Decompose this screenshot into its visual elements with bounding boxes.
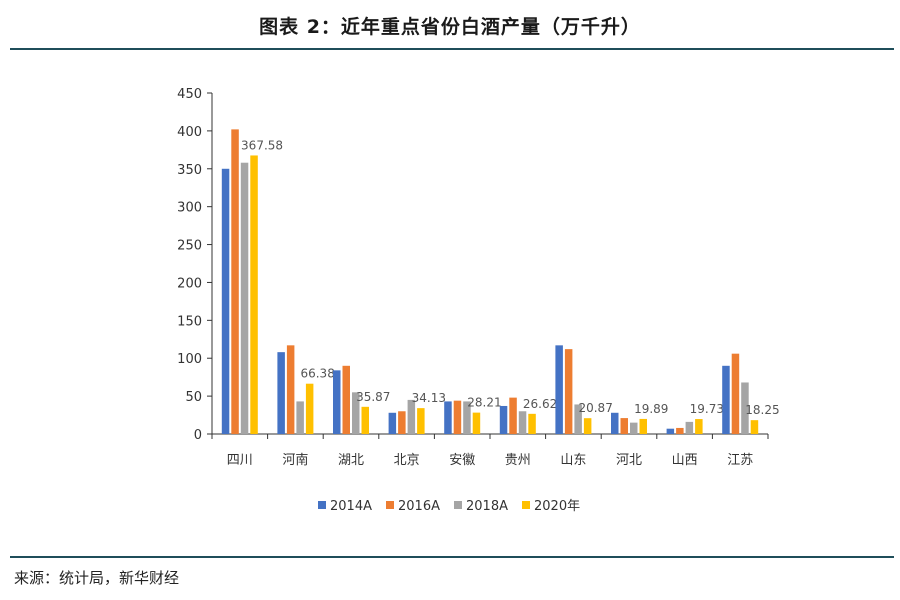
y-tick-label: 50 (185, 390, 202, 405)
y-tick-label: 300 (177, 201, 202, 216)
bar (499, 405, 508, 434)
data-label: 19.73 (690, 402, 724, 416)
y-tick-label: 200 (177, 276, 202, 291)
data-label: 35.87 (356, 390, 390, 404)
x-tick-label: 北京 (394, 453, 420, 468)
bar (250, 155, 258, 434)
bar (741, 382, 749, 434)
x-tick-label: 山东 (560, 453, 586, 468)
y-tick-label: 0 (194, 428, 202, 443)
bar (722, 365, 730, 434)
bar (417, 408, 425, 434)
top-divider (10, 48, 894, 50)
source-note: 来源：统计局，新华财经 (14, 569, 180, 587)
bar (555, 345, 563, 434)
bar (388, 412, 397, 434)
bar (472, 412, 481, 434)
x-tick-label: 山西 (672, 453, 698, 468)
bar (630, 422, 638, 434)
legend-swatch (454, 501, 462, 509)
bar (221, 168, 230, 434)
chart-title: 图表 2：近年重点省份白酒产量（万千升） (259, 16, 641, 38)
data-label: 26.62 (523, 397, 557, 411)
y-tick-label: 350 (177, 163, 202, 178)
bar (731, 353, 740, 434)
bar (564, 349, 573, 434)
bar (750, 420, 759, 434)
bar (509, 397, 517, 434)
x-tick-label: 贵州 (505, 453, 531, 468)
bar (685, 421, 694, 434)
bar (286, 345, 295, 434)
bar (453, 400, 462, 434)
bar (333, 370, 341, 434)
legend-swatch (386, 501, 394, 509)
bar (444, 401, 452, 434)
x-tick-label: 河南 (282, 452, 308, 468)
data-label: 28.21 (467, 396, 501, 410)
data-label: 18.25 (745, 403, 779, 417)
bar (528, 413, 536, 434)
bar (518, 411, 527, 434)
bar (398, 411, 406, 434)
x-tick-label: 四川 (227, 453, 253, 468)
y-tick-label: 150 (177, 314, 202, 329)
legend-label: 2018A (466, 499, 508, 514)
bar (277, 352, 285, 434)
bar (463, 401, 471, 434)
bar (296, 401, 304, 434)
y-tick-label: 400 (177, 125, 202, 140)
bar (361, 406, 369, 434)
y-tick-label: 250 (177, 239, 202, 254)
bar (639, 418, 647, 434)
x-tick-label: 湖北 (338, 453, 364, 468)
bar (240, 162, 249, 434)
y-tick-label: 100 (177, 352, 202, 367)
legend-label: 2016A (398, 499, 440, 514)
data-label: 20.87 (578, 401, 612, 415)
bar (583, 418, 592, 434)
y-tick-label: 450 (177, 87, 202, 102)
bar-chart: 0 50 100 150 200 250 300 350 400 450 四川 367.58 河南 66.… (177, 87, 779, 514)
bar (695, 419, 703, 434)
data-label: 66.38 (300, 367, 334, 381)
legend-label: 2020年 (534, 499, 580, 514)
bar (352, 392, 360, 434)
bar (574, 404, 582, 434)
bar (620, 418, 628, 434)
bar (666, 428, 675, 434)
legend-swatch (522, 501, 530, 509)
legend-label: 2014A (330, 499, 372, 514)
data-label: 34.13 (412, 391, 446, 405)
x-tick-label: 安徽 (449, 453, 475, 468)
bar (611, 412, 619, 434)
bar (407, 399, 416, 434)
bar (305, 383, 314, 434)
legend-swatch (318, 501, 326, 509)
data-label: 19.89 (634, 402, 668, 416)
x-tick-label: 河北 (616, 453, 642, 468)
bar (342, 365, 350, 434)
x-tick-label: 江苏 (727, 452, 753, 468)
bottom-divider (10, 556, 894, 558)
bar (231, 129, 239, 434)
data-label: 367.58 (241, 138, 283, 152)
bar (676, 427, 684, 434)
